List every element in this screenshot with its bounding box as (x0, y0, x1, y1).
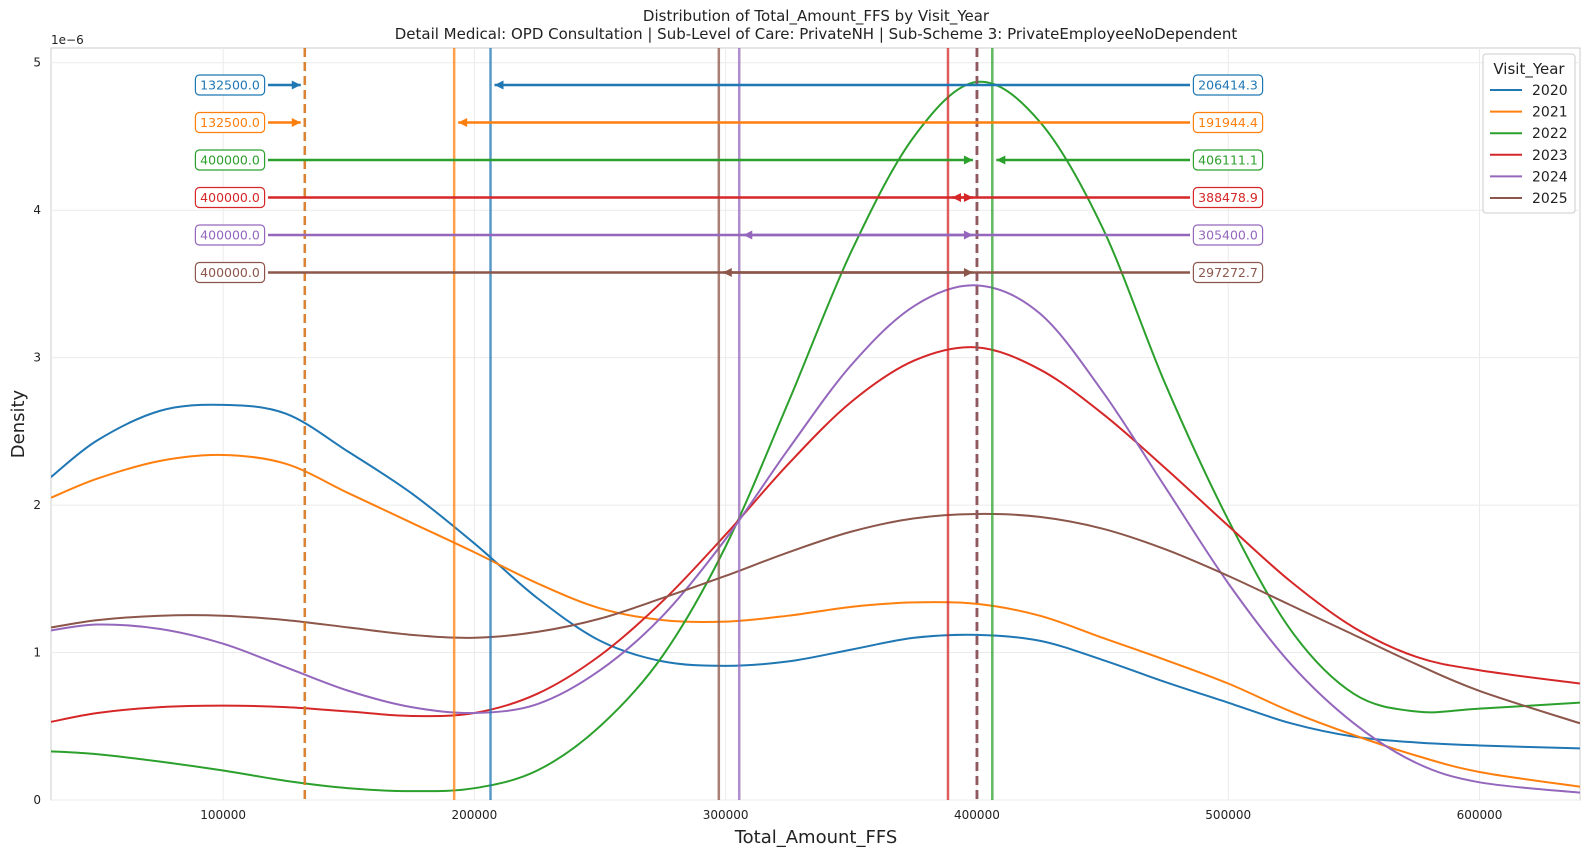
y-tick-label-5: 5 (33, 56, 41, 70)
mean-arrow-2024-head (743, 230, 753, 240)
chart-title: Distribution of Total_Amount_FFS by Visi… (643, 7, 990, 26)
median-label-2024-box (194, 224, 266, 246)
x-tick-label-2: 300000 (703, 808, 749, 822)
density-curve-2021 (51, 453, 1580, 788)
legend-box (1482, 53, 1576, 214)
median-label-2025-box (194, 261, 266, 284)
median-label-2022-box (194, 149, 266, 171)
median-label-2022-text: 400000.0 (200, 153, 260, 168)
legend-items: 2020 2021 2022 2023 2024 2025 (1490, 83, 1568, 207)
legend-label-2024: 2024 (1532, 169, 1568, 185)
mean-arrow-2023-head (951, 193, 961, 202)
legend-label-2023: 2023 (1532, 148, 1568, 164)
mean-label-2023-box (1192, 186, 1264, 209)
legend-label-2020: 2020 (1532, 83, 1568, 99)
stat-lines (303, 48, 994, 800)
median-label-2020-text: 132500.0 (200, 78, 260, 93)
y-axis-ticks: 0 1 2 3 4 5 (33, 56, 41, 807)
median-label-2023-text: 400000.0 (200, 190, 260, 205)
median-label-2021-box (194, 111, 266, 134)
y-axis-title: Density (8, 389, 29, 458)
mean-label-2021-text: 191944.4 (1198, 115, 1258, 130)
x-tick-label-5: 600000 (1457, 808, 1503, 822)
chart-subtitle: Detail Medical: OPD Consultation | Sub-L… (395, 25, 1238, 43)
y-tick-label-0: 0 (33, 793, 41, 807)
x-tick-label-3: 400000 (954, 808, 1000, 822)
y-scale-label: 1e−6 (51, 33, 84, 47)
legend-label-2025: 2025 (1532, 191, 1568, 207)
y-tick-label-1: 1 (33, 646, 41, 660)
density-curve-2020 (51, 403, 1580, 750)
density-curve-2022 (51, 80, 1580, 793)
mean-arrow-2022-head (996, 155, 1006, 165)
mean-label-2021-box (1192, 111, 1264, 134)
mean-label-2023-text: 388478.9 (1198, 190, 1258, 205)
mean-label-2022-text: 406111.1 (1198, 153, 1258, 168)
mean-label-2020-text: 206414.3 (1198, 78, 1258, 93)
density-curve-2024 (51, 284, 1580, 794)
legend-label-2022: 2022 (1532, 126, 1568, 142)
mean-label-2020-box (1192, 74, 1264, 96)
legend: Visit_Year 2020 2021 2022 2023 2024 2025 (1482, 53, 1576, 214)
mean-label-2025-box (1192, 261, 1264, 284)
mean-label-2025-text: 297272.7 (1198, 265, 1258, 280)
median-label-2025-text: 400000.0 (200, 265, 260, 280)
median-label-2020-box (194, 74, 266, 96)
y-tick-label-2: 2 (33, 498, 41, 512)
density-curve-2025 (51, 512, 1580, 725)
legend-title: Visit_Year (1493, 60, 1565, 79)
x-axis-title: Total_Amount_FFS (734, 827, 898, 848)
mean-arrow-2025-head (722, 268, 732, 277)
y-tick-label-3: 3 (33, 351, 41, 365)
density-curve-2023 (51, 346, 1580, 723)
mean-arrow-2020-head (494, 80, 504, 90)
median-arrow-2022-head (963, 155, 973, 165)
median-label-2023-box (194, 186, 266, 209)
mean-label-2022-box (1192, 149, 1264, 171)
median-arrow-2020-head (291, 80, 301, 90)
x-tick-label-1: 200000 (451, 808, 497, 822)
x-axis-ticks: 100000 200000 300000 400000 500000 600000 (200, 808, 1502, 822)
median-label-2021-text: 132500.0 (200, 115, 260, 130)
median-arrow-2021-head (291, 118, 301, 127)
density-curves (51, 80, 1580, 794)
mean-label-2024-text: 305400.0 (1198, 228, 1258, 243)
y-tick-label-4: 4 (33, 203, 41, 217)
x-tick-label-4: 500000 (1205, 808, 1251, 822)
annotation-arrows: 132500.0 206414.3 132500.0 191944.4 400000.0… (194, 74, 1264, 284)
median-label-2024-text: 400000.0 (200, 228, 260, 243)
mean-arrow-2021-head (458, 118, 468, 127)
x-tick-label-0: 100000 (200, 808, 246, 822)
legend-label-2021: 2021 (1532, 105, 1568, 121)
mean-label-2024-box (1192, 224, 1264, 246)
